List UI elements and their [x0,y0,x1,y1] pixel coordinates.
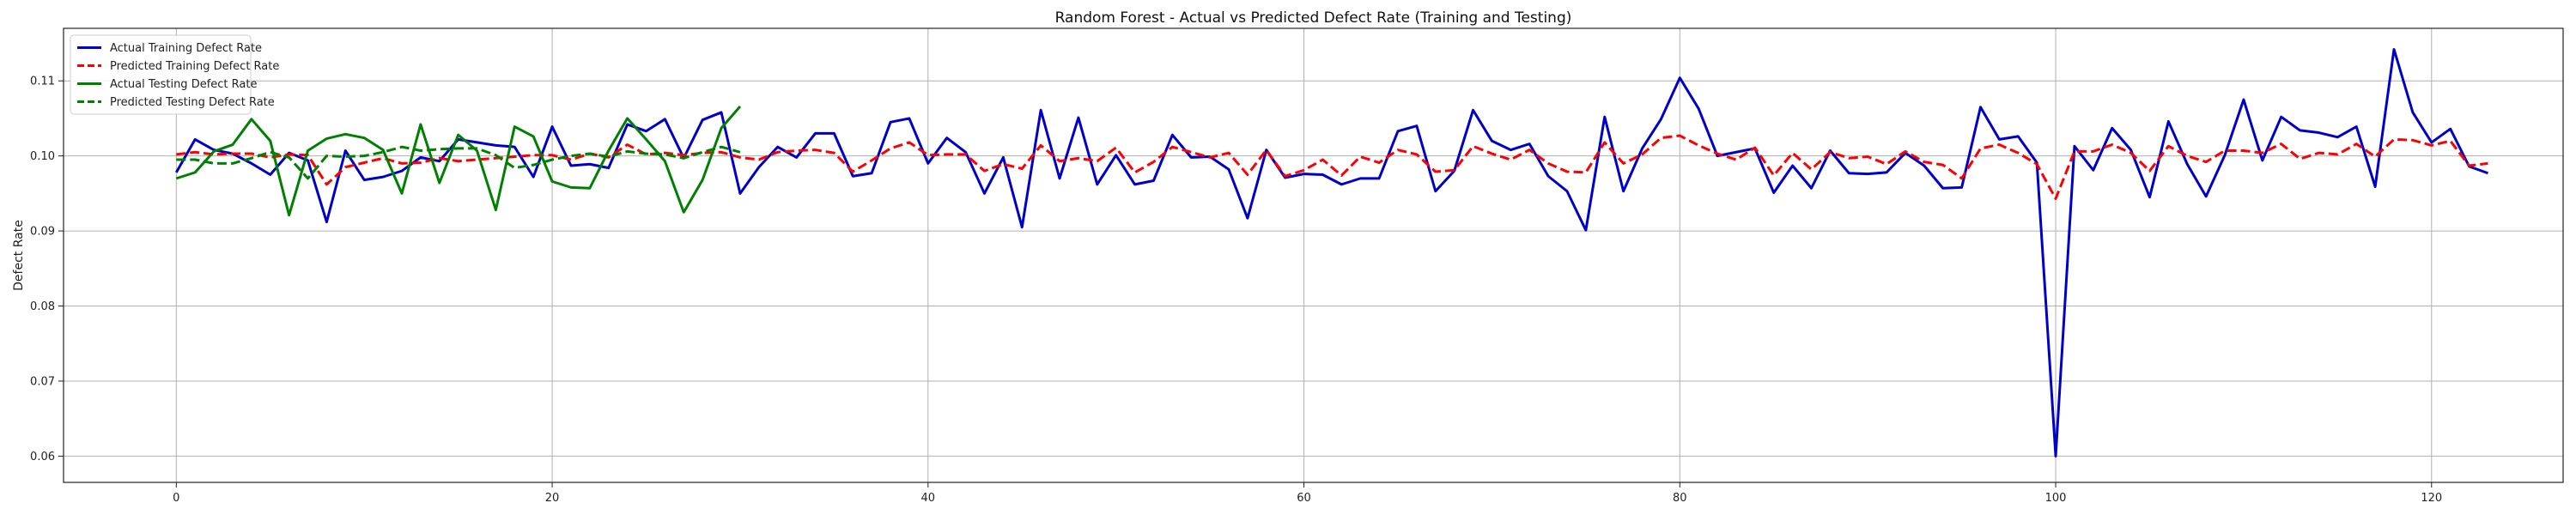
plot-frame [63,27,2564,483]
legend-label: Actual Testing Defect Rate [110,78,257,91]
x-tick-label: 100 [2045,492,2067,505]
x-tick-label: 80 [1673,492,1687,505]
y-tick-label: 0.10 [30,150,55,163]
legend-label: Predicted Testing Defect Rate [110,96,275,109]
y-axis-title: Defect Rate [12,220,26,291]
x-tick-label: 120 [2421,492,2442,505]
x-tick-label: 60 [1297,492,1311,505]
grid-layer [64,28,2563,482]
chart-title: Random Forest - Actual vs Predicted Defe… [1055,9,1572,27]
legend-label: Predicted Training Defect Rate [110,60,279,73]
y-tick-label: 0.09 [30,226,55,239]
y-tick-label: 0.08 [30,300,55,313]
legend: Actual Training Defect Rate Predicted Tra… [70,34,279,115]
legend-box [70,34,252,115]
series-line-3 [176,145,741,180]
y-tick-label: 0.11 [30,76,55,88]
x-tick-label: 20 [545,492,560,505]
series-layer [175,47,2488,457]
series-line-1 [176,134,2488,200]
tick-layer: 0 20 40 60 80 100 120 0.06 0.07 0.08 0.09 0.10 0.11 [30,76,2442,505]
series-line-0 [175,47,2488,457]
x-tick-label: 0 [173,492,179,505]
x-tick-label: 40 [921,492,936,505]
y-tick-label: 0.06 [30,451,55,464]
legend-label: Actual Training Defect Rate [110,42,262,55]
series-line-2 [175,105,742,217]
y-tick-label: 0.07 [30,375,55,388]
